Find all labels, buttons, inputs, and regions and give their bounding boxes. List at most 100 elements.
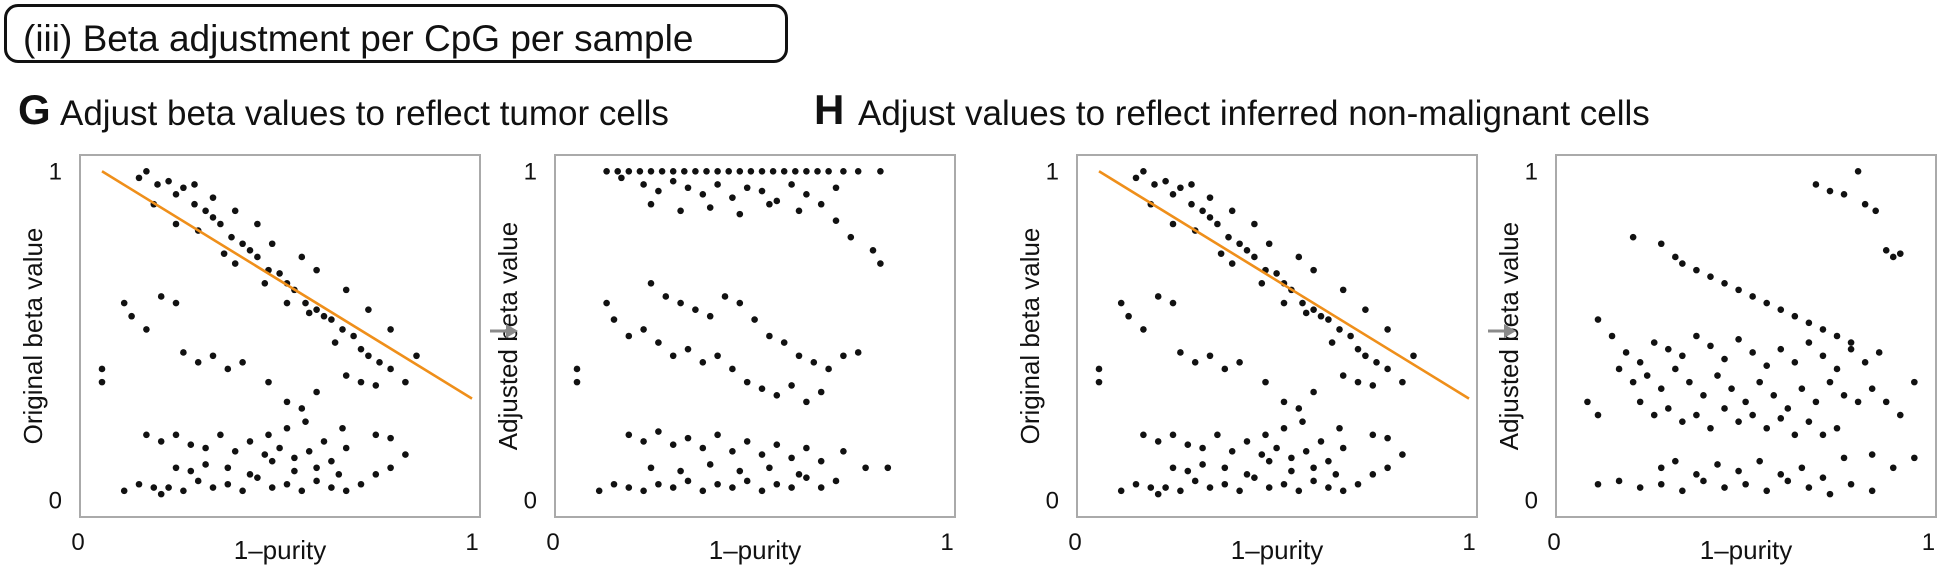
data-point — [1310, 266, 1317, 274]
data-point — [1140, 326, 1147, 333]
data-point — [246, 471, 254, 478]
data-point — [773, 391, 781, 399]
x-axis-label: 1–purity — [234, 535, 327, 565]
data-point — [780, 167, 788, 175]
data-point — [792, 167, 799, 175]
data-point — [1265, 457, 1273, 465]
data-point — [677, 207, 684, 215]
data-point — [1840, 191, 1848, 198]
data-point — [339, 424, 346, 432]
data-point — [194, 477, 202, 485]
data-point — [187, 467, 195, 475]
data-point — [172, 431, 180, 439]
data-point — [1826, 378, 1834, 386]
data-point — [758, 385, 766, 393]
data-point — [328, 457, 335, 465]
data-point — [747, 167, 755, 175]
data-point — [172, 191, 180, 198]
data-point — [1169, 299, 1177, 307]
data-point — [1872, 207, 1879, 215]
data-point — [283, 480, 291, 488]
data-point — [1169, 220, 1177, 228]
data-point — [1742, 480, 1749, 488]
data-point — [1177, 487, 1184, 495]
data-point — [692, 167, 699, 175]
x-tick-label: 1 — [1462, 529, 1475, 556]
data-point — [1280, 424, 1288, 432]
data-point — [884, 464, 892, 472]
data-point — [1162, 177, 1169, 185]
data-point — [1258, 279, 1266, 287]
y-axis-label: Original beta value — [18, 228, 48, 445]
data-point — [1629, 378, 1637, 386]
data-point — [217, 220, 224, 228]
data-point — [706, 312, 714, 320]
data-point — [795, 352, 803, 360]
data-point — [795, 207, 803, 215]
data-point — [1317, 438, 1325, 445]
data-point — [1325, 457, 1332, 465]
data-point — [1169, 431, 1177, 439]
data-point — [261, 279, 269, 287]
x-tick-label: 0 — [546, 529, 559, 556]
data-point — [1777, 415, 1785, 422]
data-point — [291, 467, 298, 475]
data-point — [157, 438, 165, 445]
data-point — [788, 484, 795, 491]
data-point — [810, 359, 818, 366]
data-point — [729, 484, 736, 491]
data-point — [224, 480, 232, 488]
data-point — [1650, 339, 1658, 346]
data-point — [573, 378, 581, 386]
data-point — [1636, 359, 1644, 366]
data-point — [877, 260, 884, 267]
data-point — [1339, 487, 1347, 495]
x-tick-label: 0 — [1068, 529, 1081, 556]
data-point — [1243, 247, 1251, 254]
fit-line — [101, 170, 473, 400]
data-point — [1169, 464, 1177, 472]
data-point — [276, 444, 283, 452]
x-tick-label: 1 — [465, 529, 478, 556]
data-point — [1615, 477, 1623, 485]
data-point — [1812, 181, 1820, 188]
data-point — [1399, 451, 1406, 458]
data-point — [714, 431, 721, 439]
data-point — [328, 484, 335, 491]
data-point — [1721, 405, 1728, 412]
data-point — [640, 438, 647, 445]
data-point — [1295, 253, 1303, 261]
data-point — [1882, 247, 1890, 254]
data-point — [120, 487, 128, 495]
data-point — [1791, 431, 1799, 439]
data-point — [313, 306, 320, 313]
data-point — [766, 200, 773, 208]
data-point — [357, 345, 365, 353]
data-point — [283, 398, 291, 406]
data-point — [840, 167, 847, 175]
data-point — [143, 326, 150, 333]
data-point — [714, 181, 721, 188]
data-point — [1188, 181, 1195, 188]
x-axis-label: 1–purity — [709, 535, 802, 565]
data-point — [1310, 464, 1317, 472]
data-point — [1742, 398, 1749, 406]
data-point — [180, 184, 187, 192]
data-point — [773, 480, 781, 488]
data-point — [1188, 200, 1195, 208]
data-point — [847, 233, 855, 241]
data-point — [202, 444, 209, 452]
data-point — [1299, 299, 1306, 307]
data-point — [1206, 352, 1214, 360]
data-point — [1749, 349, 1756, 356]
data-point — [780, 339, 788, 346]
data-point — [1636, 398, 1644, 406]
data-point — [825, 365, 832, 373]
data-point — [1777, 345, 1785, 353]
data-point — [729, 365, 736, 373]
data-point — [1228, 260, 1236, 267]
data-point — [1735, 335, 1742, 343]
data-point — [246, 438, 254, 445]
data-point — [1657, 480, 1665, 488]
data-point — [254, 474, 261, 481]
